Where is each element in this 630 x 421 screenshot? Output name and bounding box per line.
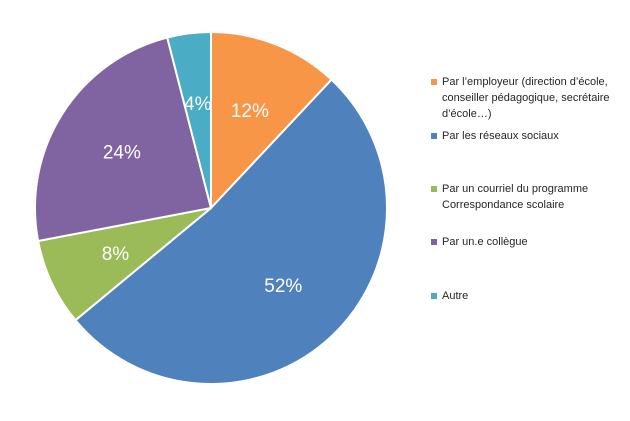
legend-label: Par un courriel du programme Corresponda… [442,183,589,211]
legend-swatch [431,293,437,299]
legend-label: Par un.e collègue [442,236,528,248]
legend-label: Par l’employeur (direction d’école, cons… [442,76,610,120]
legend-swatch [431,239,437,245]
pie-slice-par-un-e-collegue [34,36,213,243]
pie-slice-par-les-reseaux-sociaux [73,78,388,385]
legend-swatch [431,186,437,192]
pie-slice-par-l-employeur-direction-d-ec [210,30,333,211]
legend-swatch [431,133,437,139]
data-label-par-l-employeur-direction-d-ec: 12% [231,101,269,122]
pie-slice-par-un-courriel-du-programme-c [36,207,212,322]
data-label-autre: 4% [184,94,212,115]
pie-slice-autre [166,30,212,209]
data-label-par-les-reseaux-sociaux: 52% [264,276,302,297]
legend-item-par-un-e-collegue: Par un.e collègue [431,234,528,250]
legend-item-autre: Autre [431,288,468,304]
data-label-par-un-e-collegue: 24% [103,142,141,163]
legend-item-par-l-employeur-direction-d-ec: Par l’employeur (direction d’école, cons… [431,74,610,122]
legend-item-par-un-courriel-du-programme-c: Par un courriel du programme Corresponda… [431,181,588,213]
legend-swatch [431,79,437,85]
data-label-par-un-courriel-du-programme-c: 8% [102,244,130,265]
legend-label: Autre [442,290,469,302]
legend-label: Par les réseaux sociaux [442,130,559,142]
legend-item-par-les-reseaux-sociaux: Par les réseaux sociaux [431,128,559,144]
